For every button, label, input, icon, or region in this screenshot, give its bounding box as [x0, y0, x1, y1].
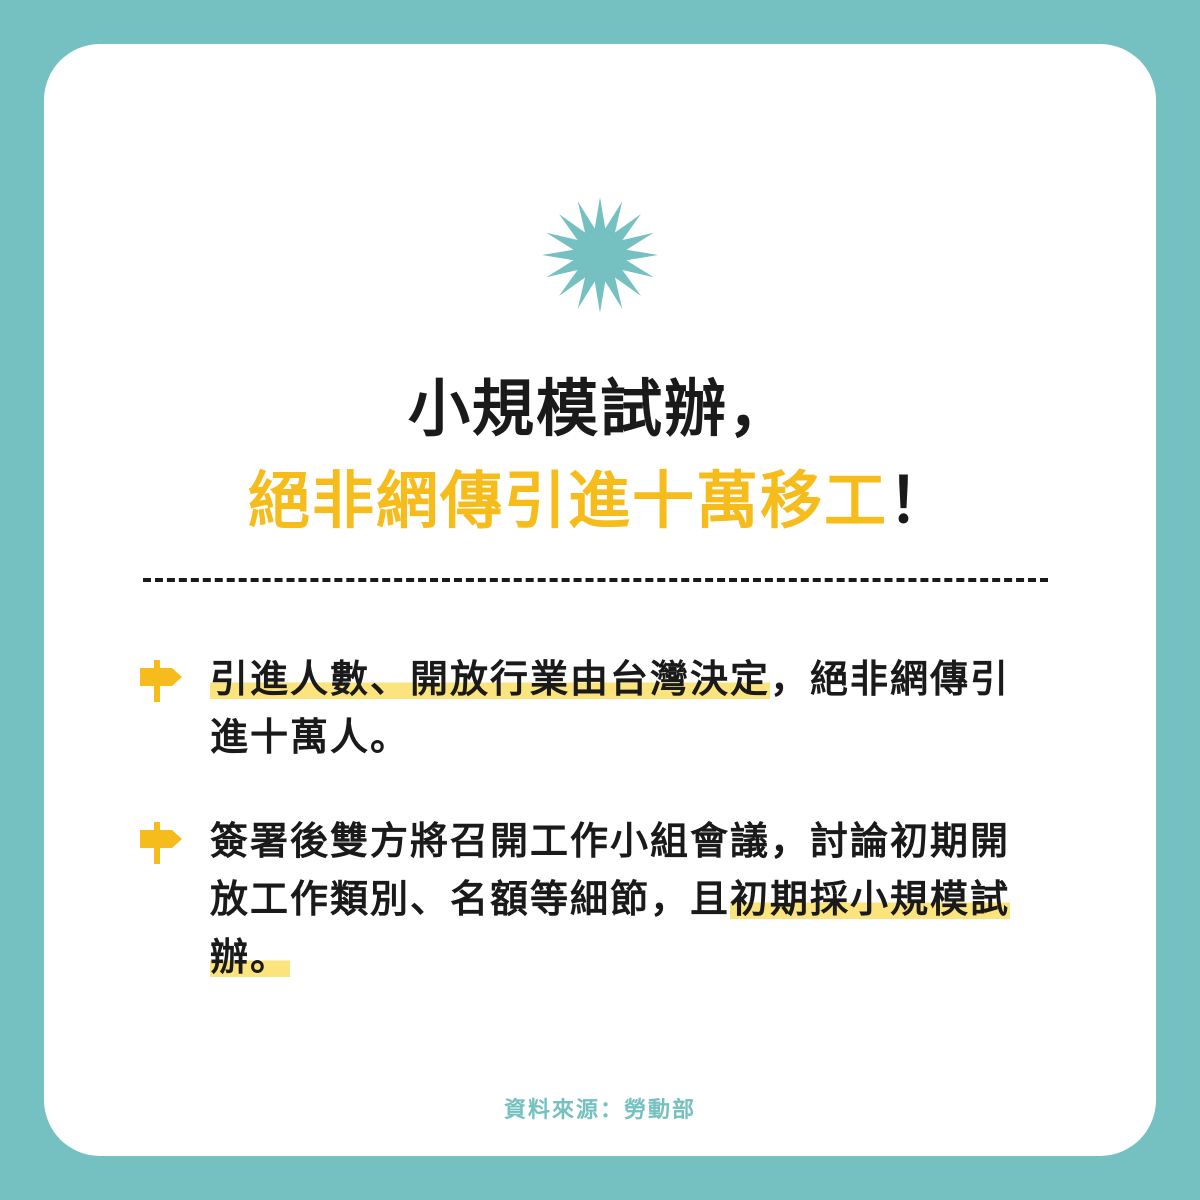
starburst-icon [542, 197, 658, 313]
bullet-2-lead: 簽署後雙方將召開工作小組會議，討論初期開放工作類別、名額等細節，且 [210, 819, 1011, 921]
bullet-1-highlight: 引進人數、開放行業由台灣決定 [210, 657, 771, 701]
bullet-text-2: 簽署後雙方將召開工作小組會議，討論初期開放工作類別、名額等細節，且初期採小規模試… [210, 812, 1040, 986]
bullet-1-rest: ，絕非網傳引進十萬人。 [210, 657, 1011, 759]
signpost-arrow-icon [140, 660, 182, 702]
dashed-divider [143, 578, 1048, 582]
headline-highlight: 絕非網傳引進十萬移工 [247, 464, 888, 537]
headline-line-1: 小規模試辦， [407, 372, 792, 445]
signpost-arrow-icon [140, 822, 182, 864]
bullet-text-1: 引進人數、開放行業由台灣決定，絕非網傳引進十萬人。 [210, 650, 1040, 766]
source-credit: 資料來源：勞動部 [503, 1098, 696, 1123]
headline-exclamation: ！ [888, 464, 953, 537]
headline-line-2: 絕非網傳引進十萬移工！ [0, 470, 1200, 532]
